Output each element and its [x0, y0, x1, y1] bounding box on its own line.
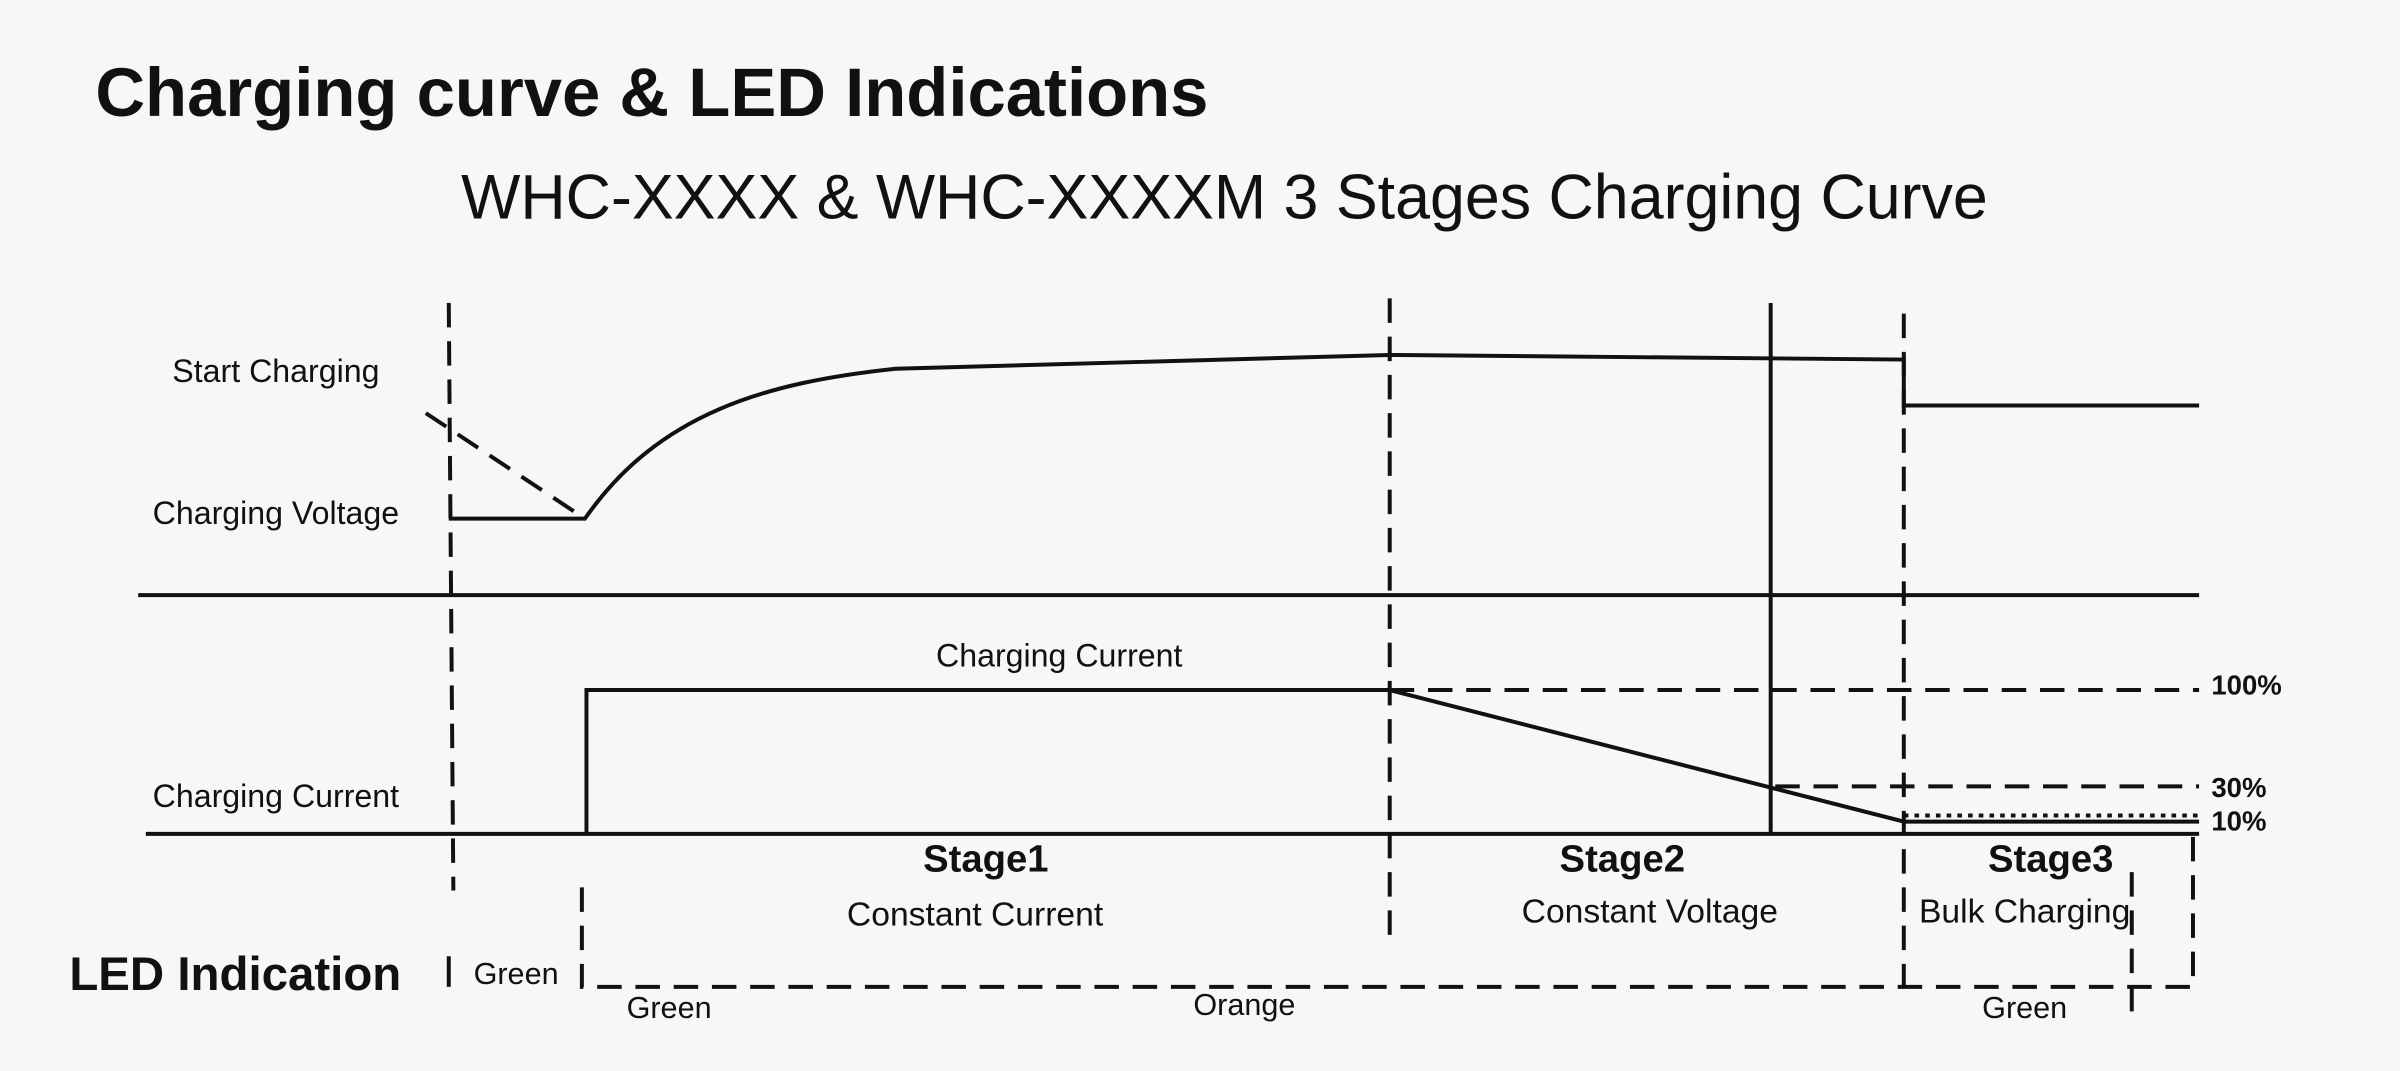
- subtitle: WHC-XXXX & WHC-XXXXM 3 Stages Charging C…: [461, 163, 1988, 233]
- start-label: Start Charging: [172, 353, 379, 389]
- level-label: 10%: [2211, 805, 2266, 836]
- current-curve-label: Charging Current: [936, 637, 1182, 673]
- led-color: Green: [474, 957, 559, 991]
- title: Charging curve & LED Indications: [95, 54, 1208, 131]
- led-heading: LED Indication: [69, 948, 401, 1001]
- current-axis-label: Charging Current: [153, 778, 399, 814]
- structure-lines: [138, 298, 2200, 1023]
- stage-mode: Constant Current: [847, 896, 1104, 933]
- led-color: Green: [1982, 991, 2067, 1025]
- voltage-label: Charging Voltage: [153, 495, 399, 531]
- level-label: 30%: [2211, 772, 2266, 803]
- led-color: Green: [627, 991, 712, 1025]
- stage-name: Stage3: [1988, 837, 2113, 880]
- stage-mode: Constant Voltage: [1522, 893, 1778, 930]
- stage-mode: Bulk Charging: [1919, 893, 2130, 930]
- stage-name: Stage1: [923, 837, 1048, 880]
- led-color: Orange: [1193, 988, 1295, 1022]
- stage-name: Stage2: [1560, 837, 1685, 880]
- level-label: 100%: [2211, 669, 2281, 700]
